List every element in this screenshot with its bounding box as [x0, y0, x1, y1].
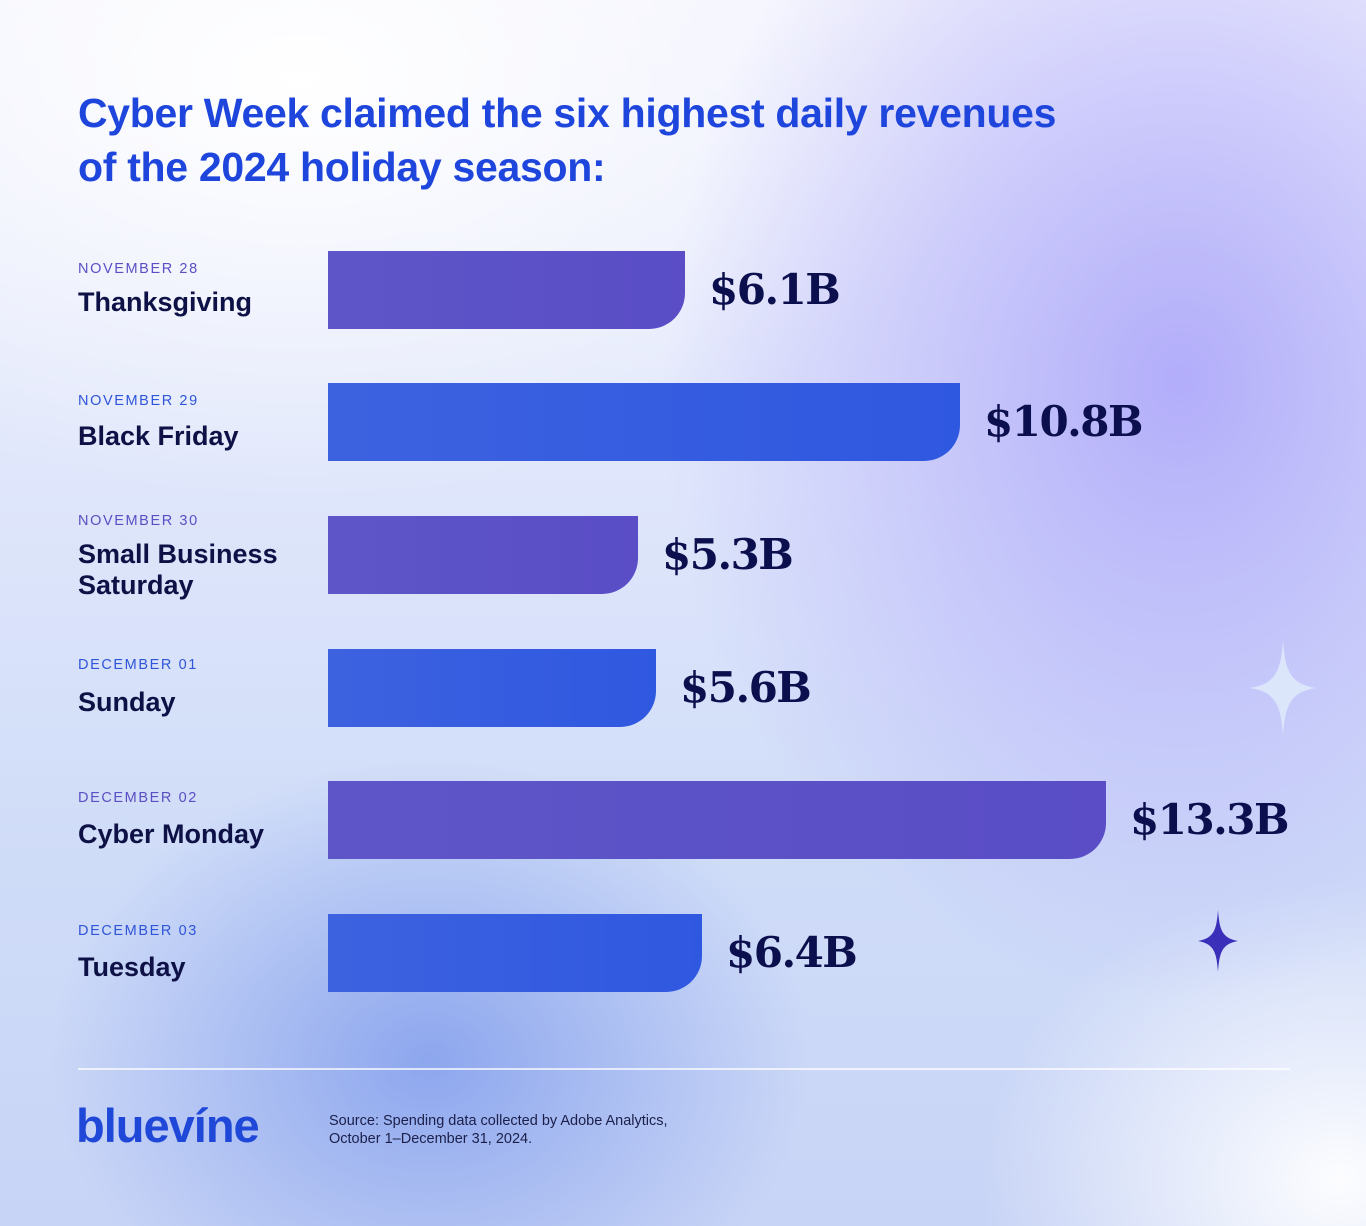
source-note: Source: Spending data collected by Adobe…: [329, 1112, 668, 1148]
source-line-1: Source: Spending data collected by Adobe…: [329, 1113, 668, 1129]
sparkle-small-icon: [1198, 910, 1238, 972]
date-label: DECEMBER 03: [78, 923, 198, 939]
bar: [328, 383, 960, 461]
bar-row: NOVEMBER 29 Black Friday $10.8B: [0, 383, 1366, 461]
chart-title: Cyber Week claimed the six highest daily…: [78, 86, 1228, 194]
value-label: $6.4B: [726, 928, 858, 977]
bar-row: DECEMBER 03 Tuesday $6.4B: [0, 914, 1366, 992]
date-label: DECEMBER 01: [78, 657, 198, 673]
day-name: Thanksgiving: [78, 287, 253, 317]
day-name: Tuesday: [78, 952, 186, 982]
date-label: DECEMBER 02: [78, 790, 198, 806]
bar-row: DECEMBER 02 Cyber Monday $13.3B: [0, 781, 1366, 859]
sparkle-large-icon: [1250, 640, 1316, 736]
bar-row: DECEMBER 01 Sunday $5.6B: [0, 649, 1366, 727]
day-name: Black Friday: [78, 421, 239, 451]
value-label: $5.3B: [662, 530, 794, 579]
bar: [328, 251, 685, 329]
bar-row: NOVEMBER 28 Thanksgiving $6.1B: [0, 251, 1366, 329]
date-label: NOVEMBER 29: [78, 393, 199, 409]
bar: [328, 516, 638, 594]
footer-divider: [78, 1068, 1290, 1070]
date-label: NOVEMBER 28: [78, 261, 199, 277]
title-line-2: of the 2024 holiday season:: [78, 144, 606, 190]
title-line-1: Cyber Week claimed the six highest daily…: [78, 90, 1057, 136]
date-label: NOVEMBER 30: [78, 513, 199, 529]
bar-row: NOVEMBER 30 Small Business Saturday $5.3…: [0, 513, 1366, 600]
value-label: $6.1B: [709, 265, 841, 314]
day-name: Cyber Monday: [78, 819, 265, 849]
bar: [328, 649, 656, 727]
value-label: $10.8B: [984, 397, 1144, 446]
day-name: Sunday: [78, 687, 176, 717]
bar: [328, 781, 1106, 859]
value-label: $13.3B: [1130, 795, 1290, 844]
source-line-2: October 1–December 31, 2024.: [329, 1131, 533, 1147]
value-label: $5.6B: [680, 663, 812, 712]
day-name: Small Business Saturday: [78, 539, 278, 600]
bar: [328, 914, 702, 992]
bluevine-logo: bluevíne: [76, 1099, 260, 1152]
